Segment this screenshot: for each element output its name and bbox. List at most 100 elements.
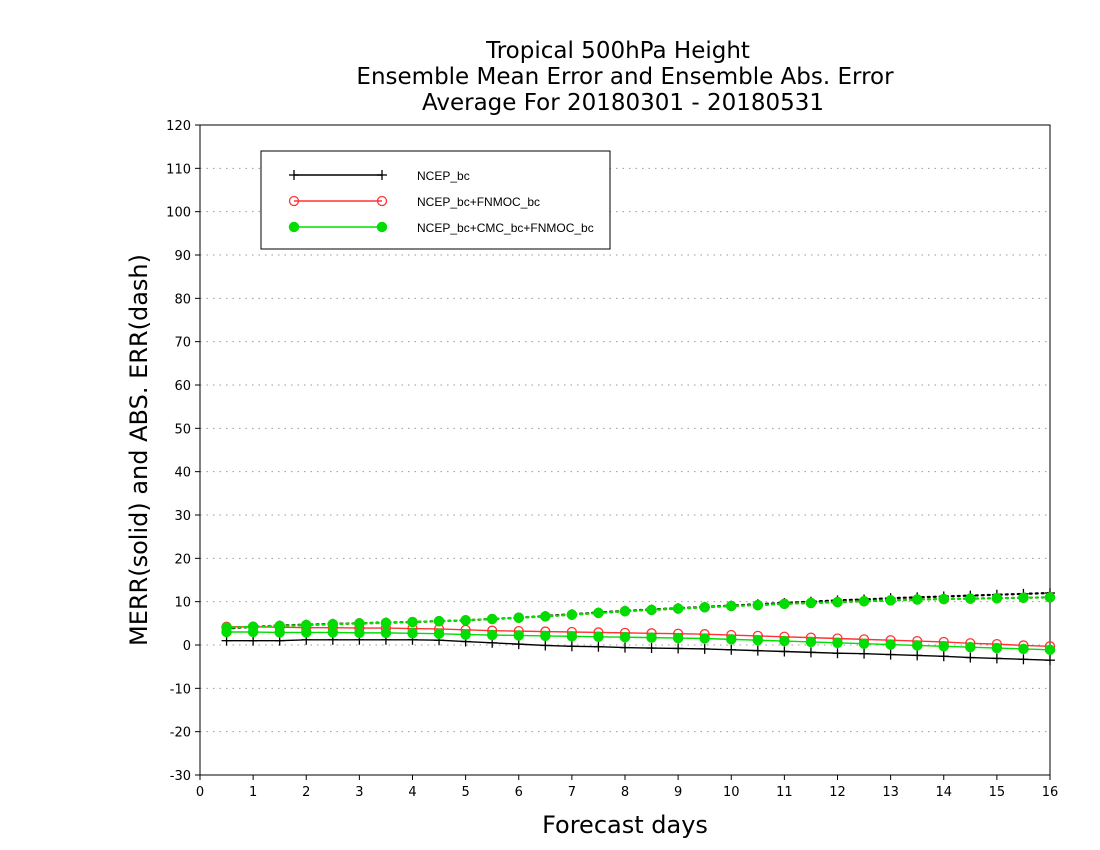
merr-point	[752, 634, 764, 646]
series-1	[221, 592, 1056, 652]
abs-err-point	[566, 609, 578, 620]
legend-marker	[376, 221, 388, 233]
merr-point	[248, 635, 259, 646]
y-tick-label: 40	[174, 466, 191, 481]
abs-err-point	[885, 595, 896, 606]
x-tick-label: 9	[674, 785, 682, 800]
merr-point	[726, 644, 737, 655]
x-axis-label: Forecast days	[542, 811, 708, 839]
merr-point	[805, 647, 816, 658]
chart-title-line-3: Average For 20180301 - 20180531	[422, 90, 824, 116]
legend-item-2: NCEP_bc+CMC_bc+FNMOC_bc	[288, 221, 594, 235]
legend-box	[260, 150, 611, 250]
legend-marker	[377, 170, 387, 180]
merr-point	[1045, 655, 1055, 666]
series-layer	[221, 588, 1056, 666]
merr-point	[779, 646, 790, 657]
x-tick-label: 11	[776, 785, 793, 800]
x-tick-label: 5	[461, 785, 469, 800]
abs-err-point	[991, 592, 1003, 604]
abs-err-point	[460, 615, 471, 626]
abs-err-point	[433, 615, 445, 627]
x-tick-label: 14	[935, 785, 952, 800]
merr-point	[672, 632, 684, 644]
merr-point	[221, 626, 232, 638]
merr-point	[274, 627, 285, 638]
legend-label: NCEP_bc+CMC_bc+FNMOC_bc	[417, 221, 594, 235]
merr-point	[566, 641, 577, 652]
legend-item-1: NCEP_bc+FNMOC_bc	[288, 195, 540, 209]
merr-point	[513, 630, 524, 641]
x-tick-label: 2	[302, 785, 310, 800]
y-tick-label: 50	[174, 422, 191, 437]
y-tick-label: -20	[170, 726, 191, 741]
merr-point	[540, 630, 551, 642]
abs-err-point	[486, 613, 498, 625]
merr-point	[859, 648, 870, 659]
merr-point	[779, 635, 790, 647]
legend: NCEP_bc NCEP_bc+FNMOC_bc NCEP_bc+CMC_bc+FN…	[260, 150, 611, 250]
abs-err-point	[672, 603, 684, 614]
merr-point	[726, 634, 737, 645]
abs-err-point	[858, 595, 870, 607]
y-tick-label: 0	[183, 639, 191, 654]
merr-point	[407, 628, 418, 639]
merr-point	[247, 626, 259, 638]
merr-point	[938, 651, 949, 662]
y-tick-label: 100	[166, 206, 191, 221]
merr-point	[540, 640, 551, 651]
merr-point	[327, 627, 339, 638]
merr-point	[460, 629, 471, 640]
merr-point	[1044, 644, 1056, 656]
y-tick-label: 120	[166, 119, 191, 134]
abs-err-point	[407, 616, 418, 628]
abs-err-point	[911, 594, 923, 605]
merr-point	[301, 627, 312, 638]
abs-err-point	[965, 593, 976, 604]
chart-title-line-1: Tropical 500hPa Height	[485, 38, 750, 64]
merr-point	[752, 645, 763, 656]
merr-point	[646, 643, 657, 654]
x-tick-label: 0	[196, 785, 204, 800]
merr-point	[433, 628, 445, 639]
abs-err-point	[832, 596, 843, 608]
abs-err-point	[540, 611, 551, 622]
y-tick-label: -30	[170, 769, 191, 784]
merr-point	[699, 643, 710, 654]
y-tick-label: -10	[170, 682, 191, 697]
merr-point	[699, 633, 710, 644]
merr-point	[805, 636, 817, 648]
chart-title-line-2: Ensemble Mean Error and Ensemble Abs. Er…	[356, 64, 894, 90]
merr-point	[1018, 643, 1029, 655]
abs-err-point	[938, 593, 949, 605]
merr-point	[221, 635, 232, 646]
y-axis: -30 -20 -10 0 10 20 30 40 50 60 70 80 90 100 110 120	[166, 119, 200, 784]
merr-point	[858, 638, 870, 649]
abs-err-point	[699, 602, 710, 613]
x-tick-label: 3	[355, 785, 363, 800]
merr-point	[673, 643, 684, 654]
y-tick-label: 110	[166, 162, 191, 177]
x-tick-label: 13	[882, 785, 899, 800]
merr-point	[486, 629, 498, 641]
x-tick-label: 8	[621, 785, 629, 800]
abs-err-point	[646, 604, 657, 616]
x-tick-label: 7	[568, 785, 576, 800]
abs-err-point	[1018, 592, 1029, 604]
y-tick-label: 60	[174, 379, 191, 394]
merr-point	[912, 650, 923, 661]
merr-point	[619, 631, 631, 643]
merr-point	[354, 627, 365, 639]
chart-title: Tropical 500hPa Height Ensemble Mean Err…	[356, 38, 894, 116]
x-axis: 0 1 2 3 4 5 6 7 8 9 10 11 12 13 14 15 16	[196, 775, 1058, 800]
merr-point	[832, 648, 843, 659]
merr-point	[1018, 654, 1029, 665]
series-merr-line	[226, 626, 1051, 647]
merr-point	[938, 641, 949, 652]
abs-err-point	[619, 605, 631, 617]
y-axis-label: MERR(solid) and ABS. ERR(dash)	[125, 254, 153, 646]
merr-point	[885, 649, 896, 660]
merr-point	[965, 641, 976, 653]
series-merr-line	[226, 639, 1051, 661]
